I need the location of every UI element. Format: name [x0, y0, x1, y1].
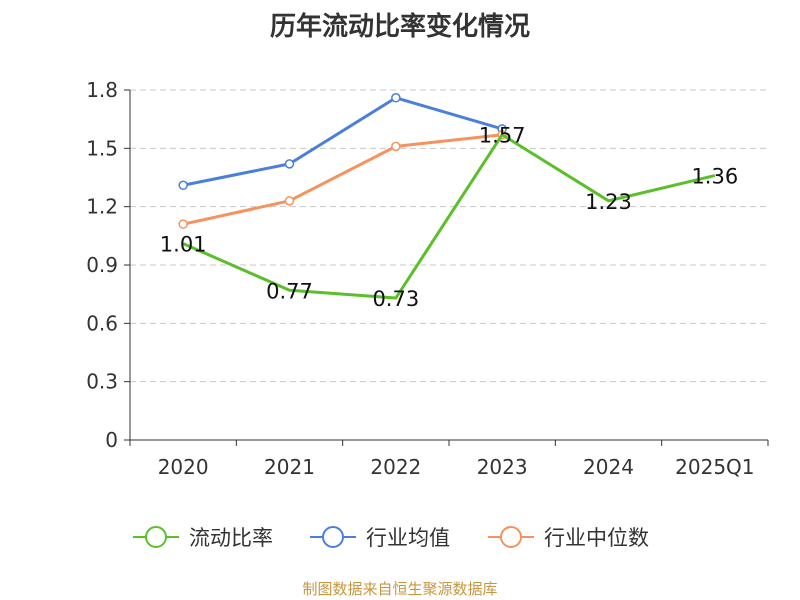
grid-lines — [130, 89, 768, 383]
series-line-0 — [182, 133, 716, 300]
data-point — [178, 219, 188, 229]
chart-title: 历年流动比率变化情况 — [269, 12, 530, 42]
y-tick-label: 0.3 — [86, 370, 118, 394]
series-line-2 — [182, 133, 503, 226]
x-tick-label: 2020 — [158, 455, 209, 479]
series-group — [178, 93, 716, 300]
x-tick-label: 2025Q1 — [675, 455, 754, 479]
legend-item-label[interactable]: 流动比率 — [189, 526, 273, 550]
y-tick-label: 0 — [105, 428, 118, 452]
legend-marker-icon[interactable] — [145, 526, 167, 548]
y-tick-label: 0.9 — [86, 253, 118, 277]
data-label: 1.23 — [585, 190, 632, 214]
legend-item-label[interactable]: 行业均值 — [366, 526, 450, 550]
y-tick-label: 1.8 — [86, 78, 118, 102]
data-source-note: 制图数据来自恒生聚源数据库 — [302, 580, 498, 598]
x-tick-label: 2023 — [477, 455, 528, 479]
data-label: 0.73 — [372, 287, 419, 311]
series-line-1 — [182, 96, 503, 187]
data-point — [391, 141, 401, 152]
data-label: 1.36 — [691, 165, 738, 189]
y-tick-label: 0.6 — [86, 311, 118, 335]
legend-marker-icon[interactable] — [322, 526, 344, 548]
data-label: 1.01 — [160, 233, 207, 257]
x-tick-label: 2021 — [264, 455, 315, 479]
data-point — [391, 93, 401, 103]
y-tick-label: 1.5 — [86, 136, 118, 160]
legend[interactable]: 流动比率 行业均值 行业中位数 — [133, 526, 649, 550]
axes: 0 0.3 0.6 0.9 1.2 1.5 1.8 2020 2021 2022 2023 2024 2… — [86, 78, 769, 479]
x-tick-label: 2024 — [583, 455, 634, 479]
data-labels: 1.01 0.77 0.73 1.57 1.23 1.36 — [160, 124, 738, 311]
data-point — [284, 196, 295, 206]
legend-item-label[interactable]: 行业中位数 — [544, 526, 649, 550]
data-label: 1.57 — [479, 124, 526, 148]
legend-marker-icon[interactable] — [500, 526, 522, 548]
data-point — [284, 159, 295, 169]
data-point — [178, 180, 188, 191]
y-tick-label: 1.2 — [86, 195, 118, 219]
data-label: 0.77 — [266, 279, 313, 303]
x-tick-label: 2022 — [370, 455, 421, 479]
